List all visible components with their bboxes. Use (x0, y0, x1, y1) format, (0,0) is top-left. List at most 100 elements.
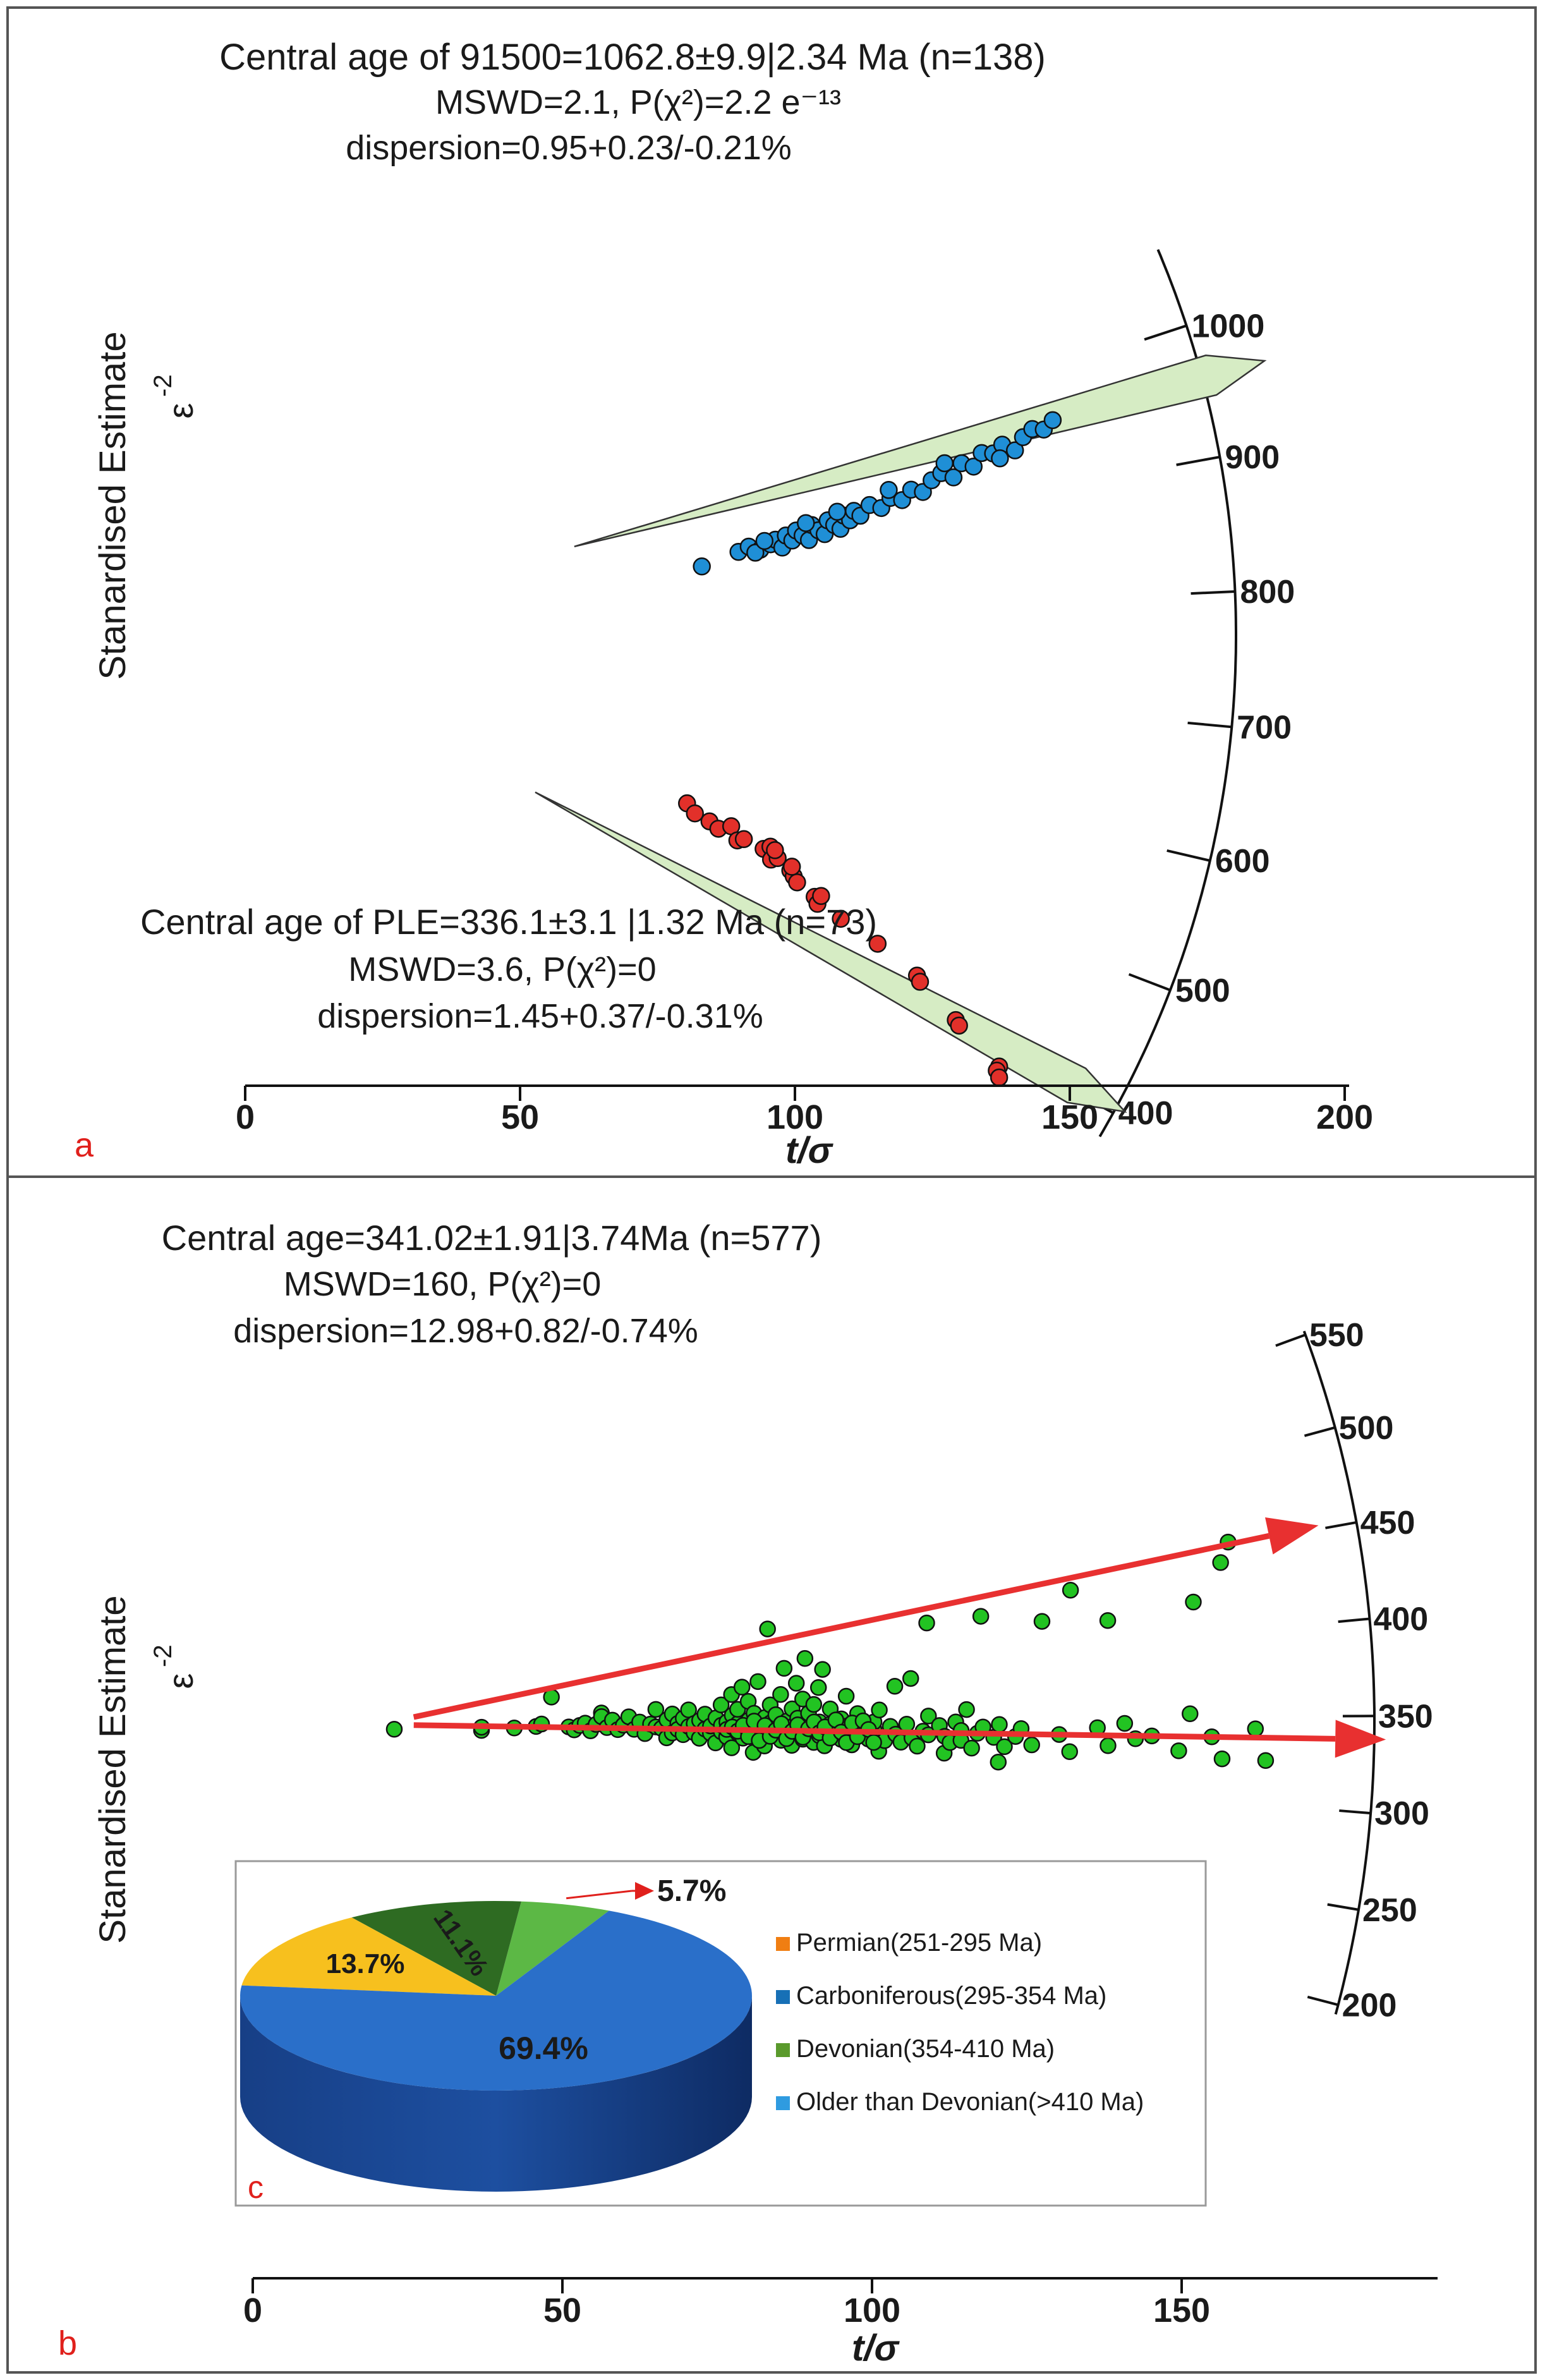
panel-a-y-label-text: Stanardised Estimate (92, 331, 133, 679)
panel-b-point (1212, 1554, 1229, 1571)
panel-a-point-ple (782, 858, 801, 876)
panel-a-letter: a (75, 1126, 94, 1164)
panel-a-bottom-annotation-line1: Central age of PLE=336.1±3.1 |1.32 Ma (n… (140, 902, 877, 942)
panel-b-point (796, 1649, 814, 1667)
panel-a-point-ple (868, 935, 887, 953)
panel-a-point-91500 (755, 531, 774, 550)
pie-label-yellow: 13.7% (326, 1948, 405, 1979)
panel-b-point (759, 1620, 776, 1637)
panel-b-y-symbol: ε -2 (149, 1644, 200, 1689)
panel-b-point (1033, 1613, 1051, 1630)
panel-a-radial-tick (1176, 456, 1220, 466)
panel-a-radial-tick (1191, 590, 1235, 595)
panel-b-radial-tick (1307, 1995, 1339, 2007)
panel-b-point (1099, 1612, 1117, 1629)
legend-label: Permian(251-295 Ma) (796, 1929, 1042, 1957)
panel-a-radial-tick-label: 900 (1225, 439, 1280, 476)
panel-b-point (1213, 1750, 1231, 1768)
panel-b-point (902, 1670, 919, 1687)
panel-b-point (996, 1738, 1013, 1756)
panel-b-point (865, 1733, 882, 1751)
panel-b-y-label: Stanardised Estimate (92, 1595, 133, 1943)
pie-callout-line (566, 1890, 633, 1900)
panel-a-radial-axis: 1000 900 800 700 600 500 400 (1074, 249, 1295, 1138)
panel-a-point-91500 (964, 458, 983, 476)
panel-a-y-symbol: ε -2 (149, 374, 200, 418)
panel-b-arrow-head-2 (1335, 1720, 1386, 1758)
panel-a-point-ple (911, 973, 930, 991)
panel-b-point (920, 1708, 937, 1725)
panel-b-point (775, 1660, 793, 1677)
legend-swatch (776, 2096, 790, 2110)
panel-a-point-ple (950, 1016, 968, 1035)
panel-b-point (990, 1753, 1007, 1771)
panel-b-radial-tick-label: 250 (1362, 1892, 1417, 1929)
panel-a-radial-tick (1166, 849, 1211, 862)
panel-a-x-tick-label: 50 (501, 1098, 539, 1136)
panel-a-data-points (678, 411, 1062, 1087)
panel-a-x-label: t/σ (785, 1130, 833, 1171)
panel-a-radial-tick (1144, 324, 1187, 341)
panel-b-point (972, 1608, 990, 1625)
panel-b-point (837, 1687, 855, 1705)
panel-a-radial-tick-label: 700 (1237, 709, 1292, 746)
panel-b-point (814, 1661, 831, 1678)
panel-b-radial-tick-label: 550 (1309, 1317, 1364, 1354)
panel-a-point-91500 (935, 454, 954, 473)
panel-a-point-91500 (880, 481, 898, 499)
panel-a-top-annotation-line1: Central age of 91500=1062.8±9.9|2.34 Ma … (219, 37, 1046, 78)
pie-slice (241, 1917, 496, 1996)
panel-b-point (1185, 1593, 1202, 1611)
panel-a-point-ple (686, 804, 704, 823)
pie-slice (351, 1901, 521, 1996)
panel-b-y-symbol-text: ε (161, 1673, 200, 1689)
panel-a-point-ple (766, 841, 784, 859)
panel-a-top-annotation-line3: dispersion=0.95+0.23/-0.21% (346, 129, 792, 167)
panel-b-point (1257, 1752, 1275, 1770)
panel-a-point-ple (832, 909, 850, 928)
panel-b-radial-tick-label: 500 (1339, 1410, 1394, 1447)
panel-b-x-axis: 0 50 100 150 (243, 2277, 1438, 2329)
panel-b-x-tick-label: 100 (844, 2292, 900, 2329)
panel-a-radial-tick (1187, 721, 1232, 729)
legend-swatch (776, 2043, 790, 2057)
panel-a-point-ple (812, 887, 830, 905)
panel-a-point-ple (788, 873, 806, 892)
panel-a-point-91500 (991, 449, 1009, 468)
panel-b-trend-arrows (413, 1517, 1386, 1758)
panel-a-bottom-annotation-line2: MSWD=3.6, P(χ²)=0 (348, 950, 656, 988)
panel-a-x-tick-label: 0 (236, 1098, 255, 1136)
legend-label: Carboniferous(295-354 Ma) (796, 1982, 1106, 2010)
panel-b-y-label-text: Stanardised Estimate (92, 1595, 133, 1943)
panel-c-letter: c (248, 2170, 264, 2205)
legend-label: Devonian(354-410 Ma) (796, 2035, 1055, 2063)
panel-a-point-ple (734, 830, 753, 849)
panel-b-radial-tick (1304, 1426, 1336, 1437)
panel-b-y-symbol-exp: -2 (149, 1644, 177, 1667)
pie-label-lgreen: 5.7% (657, 1874, 726, 1908)
panel-a-radial-tick-label: 400 (1118, 1095, 1173, 1132)
panel-b-point (1062, 1581, 1079, 1599)
panel-b-point (805, 1696, 823, 1713)
panel-b-annotation-line1: Central age=341.02±1.91|3.74Ma (n=577) (162, 1218, 822, 1258)
panel-b-arrow-2 (413, 1722, 1336, 1742)
panel-b-point (991, 1716, 1008, 1733)
panel-b-annotation-line3: dispersion=12.98+0.82/-0.74% (233, 1312, 698, 1350)
pie-slice (240, 1910, 752, 2091)
panel-b-point (1061, 1743, 1079, 1761)
pie-chart: 69.4%13.7% 11.1%5.7% (240, 1874, 752, 2192)
panel-b-radial-tick-label: 350 (1378, 1698, 1433, 1735)
panel-b-point (918, 1614, 935, 1632)
panel-b-radial-tick (1325, 1521, 1357, 1529)
panel-b-radial-tick (1275, 1333, 1306, 1347)
panel-a: 1000 900 800 700 600 500 400 0 50 100 150 200 Cent… (75, 37, 1373, 1171)
panel-b-arrow-1 (413, 1533, 1270, 1720)
panel-a-x-tick-label: 100 (766, 1098, 823, 1136)
panel-b-point (1247, 1720, 1264, 1737)
panel-b-x-tick-label: 0 (243, 2292, 262, 2329)
panel-a-point-91500 (1005, 441, 1024, 459)
panel-b-point (809, 1679, 827, 1696)
panel-a-y-symbol-exp: -2 (149, 374, 177, 397)
panel-b-radial-tick (1327, 1903, 1359, 1911)
panel-b-radial-tick-label: 400 (1373, 1601, 1428, 1637)
